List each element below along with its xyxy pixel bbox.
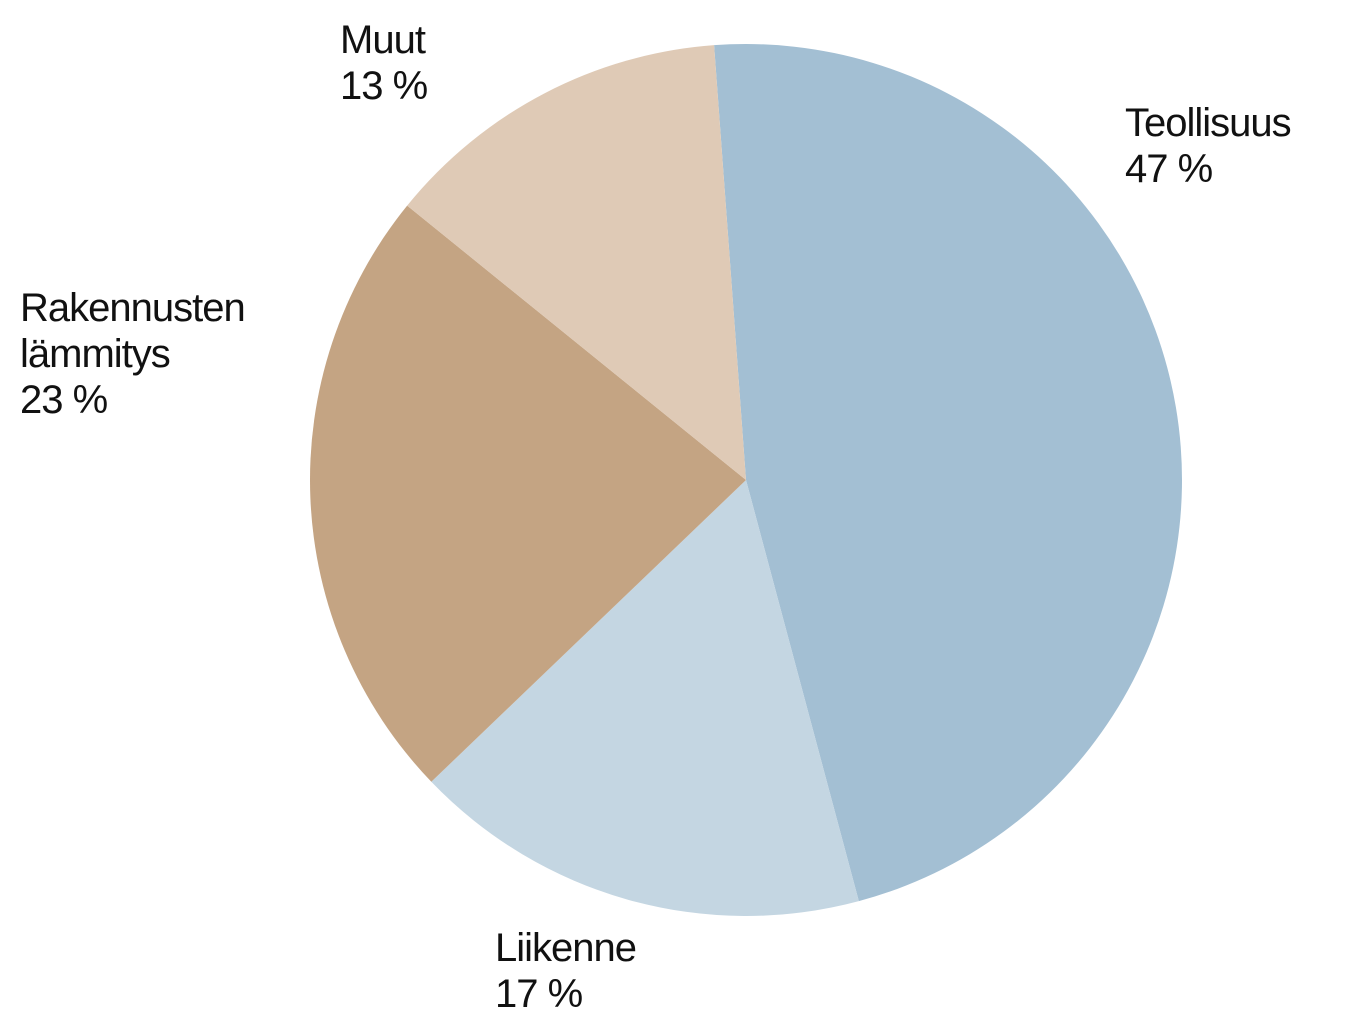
slice-label: Rakennusten lämmitys 23 % <box>20 285 340 423</box>
category-label: Muut <box>340 18 426 62</box>
pie-slice <box>714 43 1183 902</box>
slice-label: Teollisuus 47 % <box>1125 100 1353 192</box>
slice-label: Liikenne 17 % <box>495 925 795 1017</box>
value-label: 17 % <box>495 972 583 1016</box>
slice-label: Muut 13 % <box>340 17 540 109</box>
value-label: 23 % <box>20 378 108 422</box>
value-label: 47 % <box>1125 147 1213 191</box>
category-label: Teollisuus <box>1125 101 1292 145</box>
category-label: Rakennusten lämmitys <box>20 286 246 376</box>
pie-slice <box>309 205 746 782</box>
value-label: 13 % <box>340 64 428 108</box>
category-label: Liikenne <box>495 926 637 970</box>
pie-slice <box>431 480 859 916</box>
pie-slice <box>407 45 746 480</box>
